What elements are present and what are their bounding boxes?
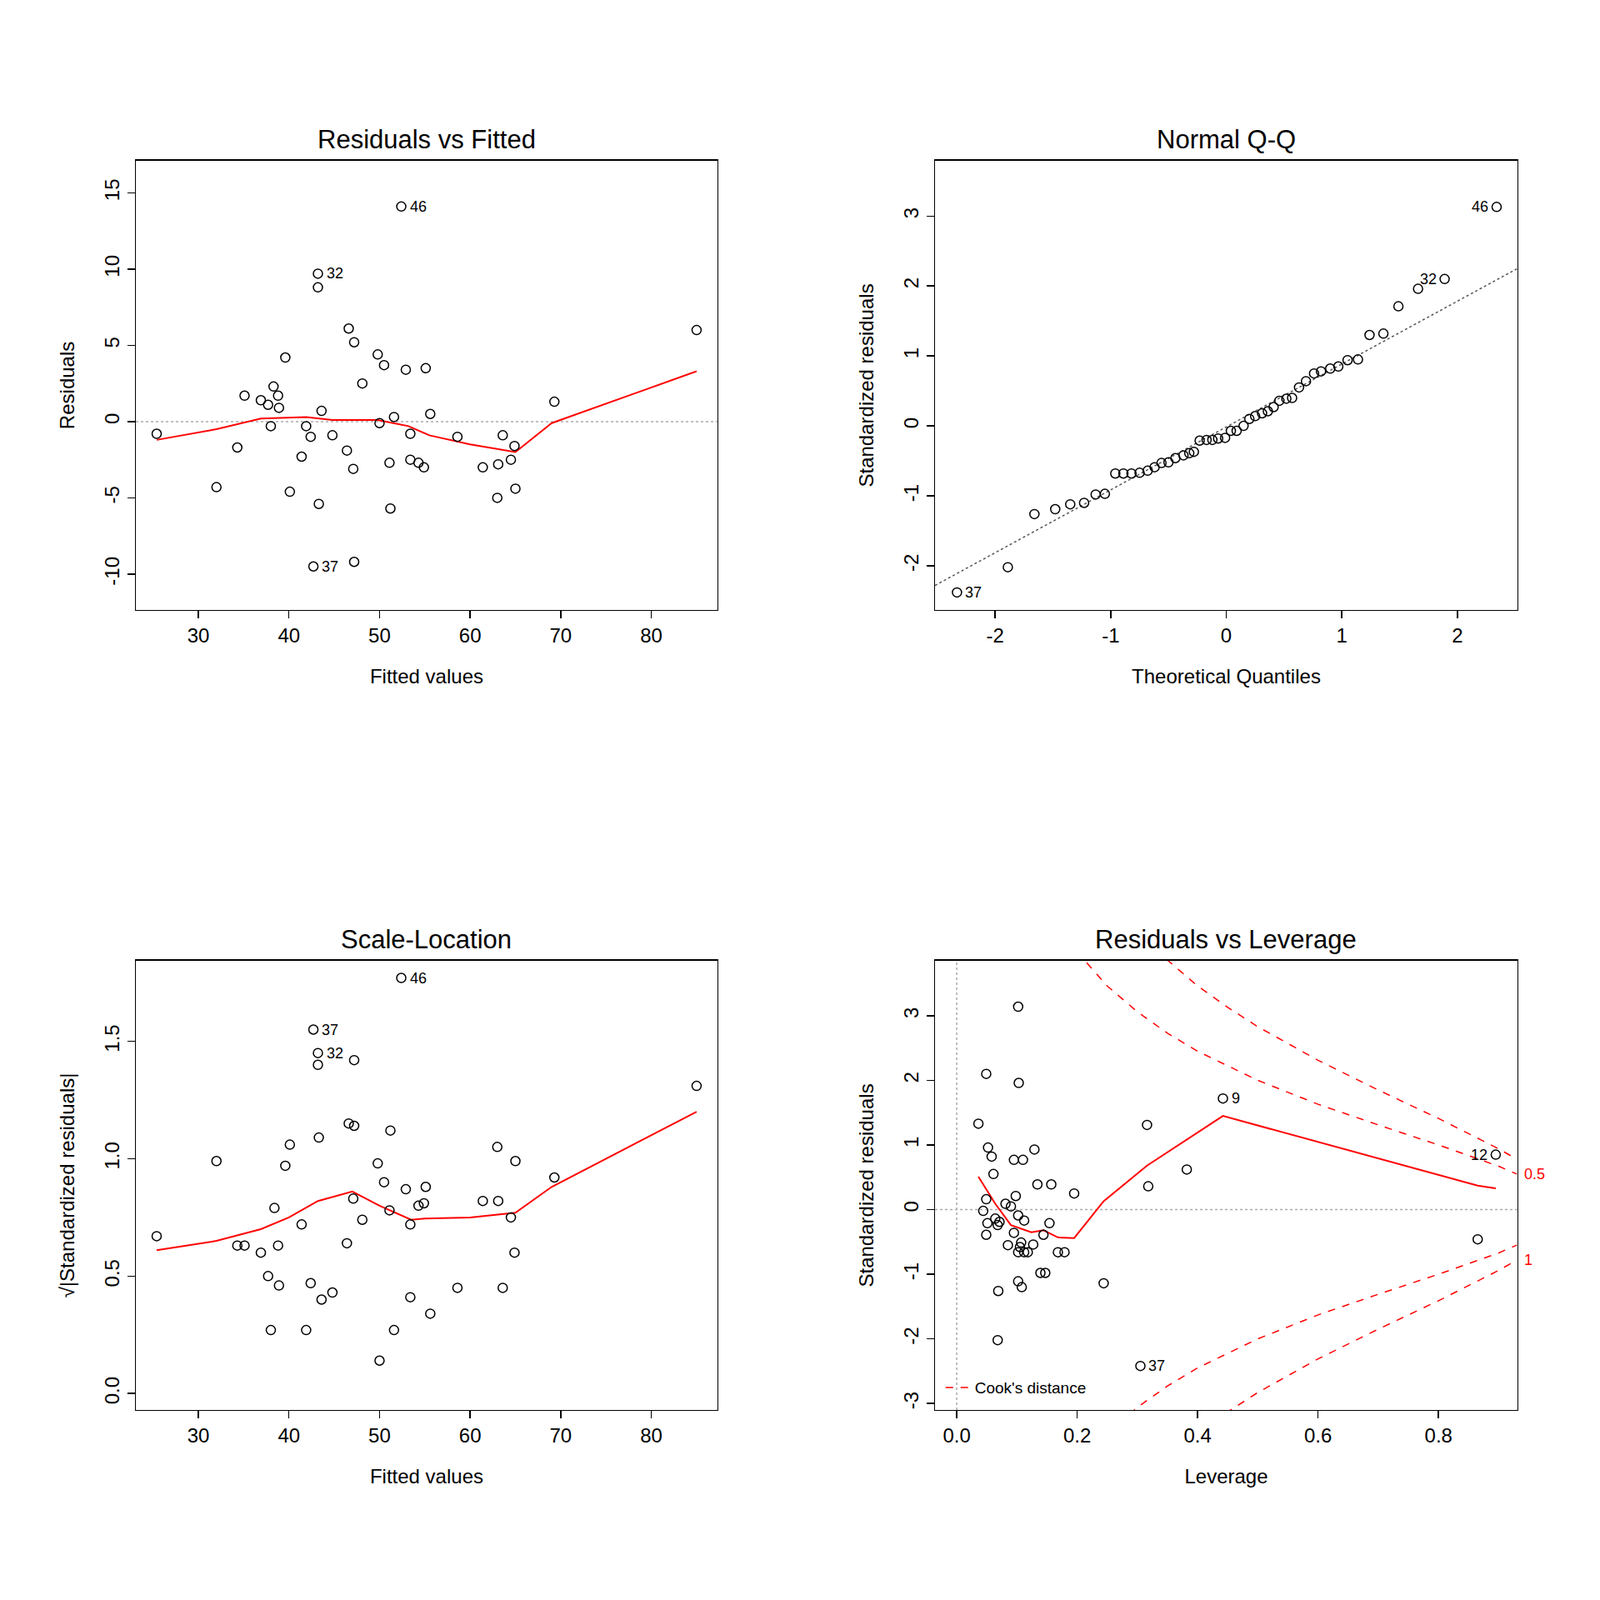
svg-text:46: 46	[410, 970, 427, 987]
svg-text:0: 0	[100, 413, 124, 425]
svg-text:-1: -1	[1101, 624, 1120, 647]
svg-text:0.4: 0.4	[1183, 1424, 1211, 1447]
svg-text:0: 0	[900, 417, 923, 429]
svg-text:37: 37	[1148, 1357, 1165, 1375]
svg-text:Standardized residuals: Standardized residuals	[855, 283, 878, 487]
svg-text:5: 5	[100, 336, 124, 348]
svg-text:60: 60	[459, 624, 482, 647]
svg-text:-1: -1	[900, 1262, 923, 1280]
svg-text:50: 50	[368, 624, 391, 647]
svg-text:Residuals vs Leverage: Residuals vs Leverage	[1095, 925, 1357, 955]
svg-text:1: 1	[900, 1136, 923, 1148]
svg-text:9: 9	[1231, 1090, 1240, 1107]
svg-text:80: 80	[640, 624, 663, 647]
svg-text:-2: -2	[985, 624, 1004, 647]
svg-text:40: 40	[277, 1424, 300, 1447]
svg-text:-1: -1	[900, 484, 923, 502]
svg-text:0.0: 0.0	[942, 1424, 970, 1447]
svg-text:√|Standardized residuals|: √|Standardized residuals|	[55, 1073, 79, 1299]
svg-text:Standardized residuals: Standardized residuals	[855, 1083, 878, 1287]
svg-text:2: 2	[900, 277, 923, 289]
svg-text:37: 37	[321, 558, 339, 575]
svg-text:0.5: 0.5	[100, 1259, 124, 1287]
svg-text:-3: -3	[900, 1391, 923, 1410]
svg-text:32: 32	[1420, 270, 1437, 288]
svg-text:-2: -2	[900, 554, 923, 572]
svg-text:1.0: 1.0	[100, 1141, 124, 1170]
svg-text:0.8: 0.8	[1425, 1424, 1453, 1447]
svg-text:30: 30	[187, 624, 210, 647]
svg-text:Fitted values: Fitted values	[370, 1465, 484, 1488]
svg-text:10: 10	[100, 255, 124, 278]
svg-text:0.0: 0.0	[100, 1376, 124, 1405]
svg-text:-2: -2	[900, 1326, 923, 1345]
svg-text:30: 30	[187, 1424, 210, 1447]
svg-text:3: 3	[900, 207, 923, 219]
svg-text:Residuals: Residuals	[55, 341, 79, 430]
svg-text:Residuals vs Fitted: Residuals vs Fitted	[317, 125, 536, 155]
svg-text:37: 37	[965, 584, 982, 601]
svg-text:40: 40	[277, 624, 300, 647]
svg-text:3: 3	[900, 1007, 923, 1019]
svg-text:0.6: 0.6	[1304, 1424, 1332, 1447]
svg-text:46: 46	[410, 198, 427, 215]
svg-text:Cook's distance: Cook's distance	[975, 1379, 1087, 1397]
svg-text:1.5: 1.5	[100, 1024, 124, 1052]
svg-text:1: 1	[900, 347, 923, 359]
svg-text:0: 0	[1220, 624, 1232, 647]
svg-text:0.2: 0.2	[1063, 1424, 1091, 1447]
svg-text:15: 15	[100, 178, 124, 201]
svg-text:2: 2	[1451, 624, 1463, 647]
svg-text:-10: -10	[100, 556, 124, 586]
svg-text:80: 80	[640, 1424, 663, 1447]
svg-text:Theoretical Quantiles: Theoretical Quantiles	[1131, 665, 1321, 688]
svg-text:Scale-Location: Scale-Location	[340, 925, 512, 955]
svg-text:0.5: 0.5	[1524, 1165, 1545, 1183]
svg-text:32: 32	[326, 265, 344, 282]
svg-text:70: 70	[550, 1424, 573, 1447]
svg-text:-5: -5	[100, 485, 124, 504]
svg-text:Leverage: Leverage	[1184, 1465, 1268, 1488]
svg-text:Normal Q-Q: Normal Q-Q	[1156, 125, 1296, 155]
svg-text:1: 1	[1524, 1251, 1533, 1269]
svg-text:32: 32	[326, 1045, 344, 1062]
svg-text:46: 46	[1471, 198, 1489, 215]
svg-text:50: 50	[368, 1424, 391, 1447]
svg-text:1: 1	[1335, 624, 1347, 647]
svg-text:12: 12	[1470, 1146, 1488, 1164]
svg-text:2: 2	[900, 1071, 923, 1083]
svg-text:70: 70	[550, 624, 573, 647]
svg-text:60: 60	[459, 1424, 482, 1447]
svg-text:0: 0	[900, 1200, 923, 1212]
svg-text:37: 37	[321, 1021, 339, 1039]
svg-text:Fitted values: Fitted values	[370, 665, 484, 688]
